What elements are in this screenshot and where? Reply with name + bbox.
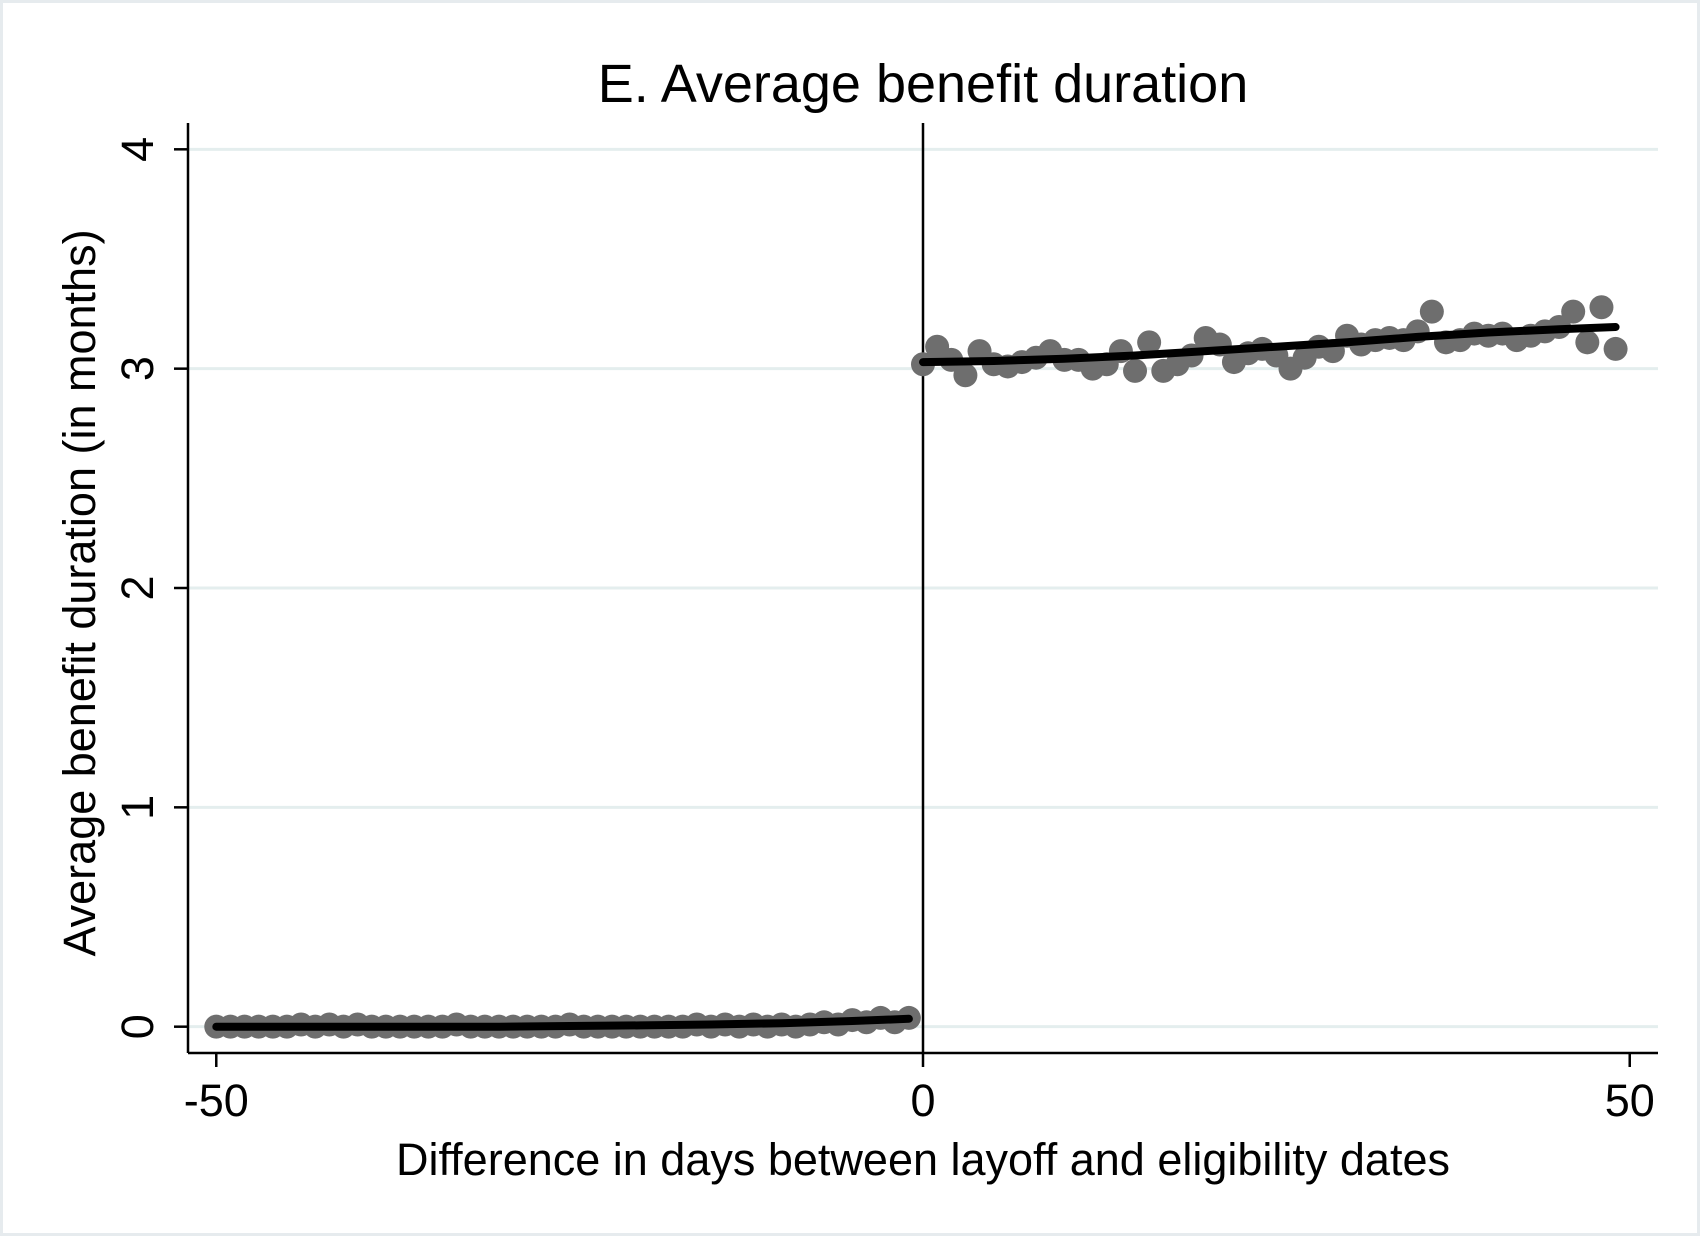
data-point — [1603, 336, 1628, 361]
data-point — [1123, 358, 1148, 383]
fit-lines — [212, 323, 1620, 1031]
y-tick-label-1: 1 — [112, 795, 163, 820]
y-axis-label: Average benefit duration (in months) — [54, 229, 105, 956]
x-axis-label: Difference in days between layoff and el… — [396, 1134, 1450, 1185]
data-point — [1137, 330, 1162, 355]
axes: 0 1 2 3 4 -50 0 50 — [112, 123, 1658, 1126]
data-point — [1575, 330, 1600, 355]
data-point — [953, 363, 978, 388]
data-points — [204, 295, 1628, 1039]
y-tick-label-4: 4 — [112, 137, 163, 162]
data-point — [1419, 299, 1444, 324]
fit-line-3 — [919, 323, 1620, 367]
x-tick-label--50: -50 — [184, 1075, 249, 1126]
y-tick-label-0: 0 — [112, 1014, 163, 1039]
fit-line-2 — [212, 1014, 913, 1031]
y-tick-label-3: 3 — [112, 356, 163, 381]
y-tick-label-2: 2 — [112, 575, 163, 600]
x-tick-label-50: 50 — [1605, 1075, 1655, 1126]
chart-title: E. Average benefit duration — [598, 54, 1248, 114]
x-tick-label-0: 0 — [910, 1075, 935, 1126]
data-point — [1589, 295, 1614, 320]
data-point — [1561, 299, 1586, 324]
